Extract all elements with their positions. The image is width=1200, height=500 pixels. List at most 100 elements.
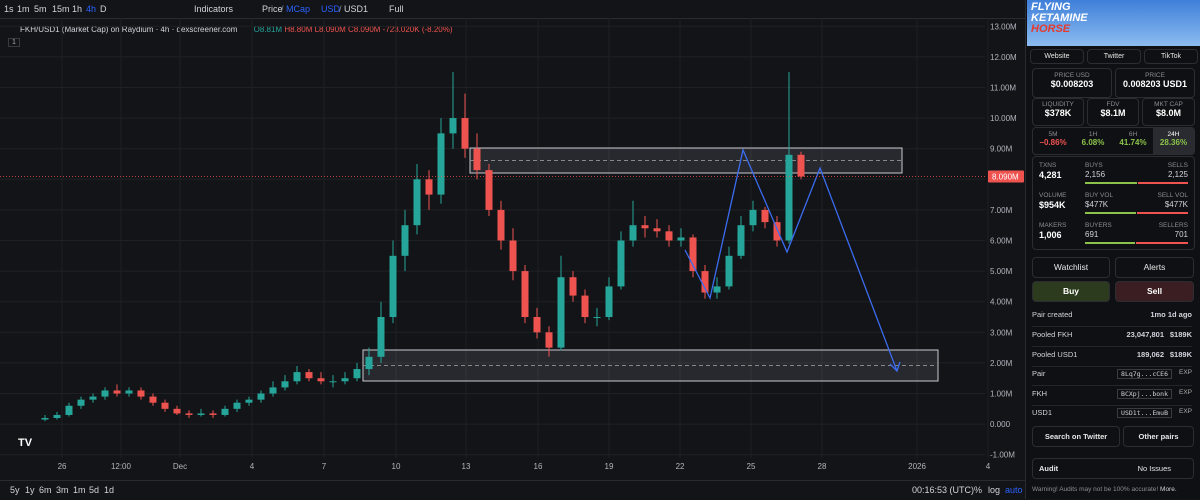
value: $477K: [1085, 200, 1109, 209]
tf[interactable]: 5M −0.86%: [1033, 128, 1073, 154]
ratio-bar: [1085, 212, 1136, 214]
y-tick-label: 9.00M: [990, 145, 1013, 154]
range[interactable]: 6m: [39, 485, 52, 495]
legend-close: C8.090M: [347, 25, 381, 34]
mcap-toggle[interactable]: MCap: [286, 4, 311, 14]
tf[interactable]: 1H 6.08%: [1073, 128, 1113, 154]
alerts-button[interactable]: Alerts: [1115, 257, 1194, 278]
ratio-bar: [1136, 242, 1188, 244]
interval[interactable]: 1m: [17, 4, 30, 14]
candle-body: [617, 240, 625, 287]
sell-button[interactable]: Sell: [1115, 281, 1194, 302]
interval[interactable]: D: [100, 4, 107, 14]
candle-body: [233, 402, 241, 409]
y-tick-label: 6.00M: [990, 237, 1013, 246]
label: TXNS: [1039, 162, 1057, 169]
usd1-toggle[interactable]: USD1: [344, 4, 369, 14]
interval-active[interactable]: 4h: [86, 4, 97, 14]
tf[interactable]: 6H 41.74%: [1113, 128, 1153, 154]
interval[interactable]: 1h: [72, 4, 83, 14]
tf-label: 5M: [1048, 131, 1058, 138]
value: 701: [1174, 230, 1188, 239]
twitter-link[interactable]: Twitter: [1087, 49, 1141, 64]
legend-low: L8.090M: [314, 25, 346, 34]
website-link[interactable]: Website: [1030, 49, 1084, 64]
interval[interactable]: 15m: [52, 4, 70, 14]
range[interactable]: 3m: [56, 485, 69, 495]
x-tick-label: 4: [250, 462, 255, 471]
candle-body: [365, 356, 373, 370]
projection-arrow: [889, 361, 901, 373]
chart: TV 13.00M12.00M11.00M10.00M9.00M8.00M7.0…: [0, 18, 1024, 471]
range[interactable]: 1d: [104, 485, 115, 495]
candle-body: [101, 390, 109, 397]
explorer-link[interactable]: EXP: [1178, 389, 1192, 396]
search-twitter-button[interactable]: Search on Twitter: [1032, 426, 1120, 447]
fullscreen-button[interactable]: Full: [389, 4, 404, 14]
candle-body: [701, 271, 709, 293]
log-toggle[interactable]: log: [988, 485, 1001, 495]
y-tick-label: 11.00M: [990, 83, 1016, 92]
value: $378K: [1044, 108, 1072, 118]
label: BUYS: [1085, 162, 1103, 169]
usd-toggle[interactable]: USD: [321, 4, 341, 14]
candle-body: [749, 209, 757, 226]
percent-toggle[interactable]: %: [974, 485, 983, 495]
address[interactable]: USD1t...EmuB: [1117, 408, 1172, 418]
banner-line: KETAMINE: [1031, 12, 1088, 24]
candle-body: [485, 170, 493, 210]
price-toggle[interactable]: Price: [262, 4, 283, 14]
buy-button[interactable]: Buy: [1032, 281, 1110, 302]
candle-body: [581, 295, 589, 318]
candle-body: [353, 369, 361, 379]
value: $954K: [1039, 200, 1066, 210]
tf-change: 28.36%: [1159, 138, 1188, 147]
tiktok-link[interactable]: TikTok: [1144, 49, 1198, 64]
explorer-link[interactable]: EXP: [1178, 369, 1192, 376]
range[interactable]: 5y: [10, 485, 20, 495]
address[interactable]: 8Lq7g...cCE6: [1117, 369, 1172, 379]
range[interactable]: 1m: [73, 485, 86, 495]
info-label: Pair created: [1032, 310, 1073, 319]
legend-change: -723.020K (-8.20%): [382, 25, 453, 34]
label: VOLUME: [1039, 192, 1067, 199]
candle-body: [725, 255, 733, 287]
range[interactable]: 1y: [25, 485, 35, 495]
y-tick-label: 12.00M: [990, 53, 1017, 62]
candle-body: [629, 225, 637, 241]
value: $8.1M: [1100, 108, 1126, 118]
audit-row[interactable]: Audit No Issues: [1032, 458, 1194, 479]
indicator-count[interactable]: 1: [8, 38, 20, 47]
x-tick-label: 26: [58, 462, 67, 471]
auto-toggle[interactable]: auto: [1005, 485, 1023, 495]
candle-body: [65, 405, 73, 415]
candle-body: [425, 179, 433, 195]
label: PRICE: [1145, 72, 1165, 79]
watchlist-button[interactable]: Watchlist: [1032, 257, 1110, 278]
value: 1,006: [1039, 230, 1062, 240]
other-pairs-button[interactable]: Other pairs: [1123, 426, 1194, 447]
y-tick-label: 5.00M: [990, 267, 1013, 276]
audit-status: No Issues: [1137, 464, 1171, 473]
banner-line: FLYING: [1031, 1, 1071, 13]
y-tick-label: 7.00M: [990, 206, 1013, 215]
label: SELLS: [1167, 162, 1188, 169]
info-label: FKH: [1032, 389, 1047, 398]
address[interactable]: BCXpj...bonk: [1117, 389, 1172, 399]
candle-body: [773, 222, 781, 241]
range[interactable]: 5d: [89, 485, 100, 495]
more-link[interactable]: More.: [1160, 486, 1177, 493]
interval[interactable]: 5m: [34, 4, 47, 14]
indicators-button[interactable]: Indicators: [194, 4, 234, 14]
legend: FKH/USD1 (Market Cap) on Raydium · 4h · …: [20, 25, 453, 34]
candle-body: [521, 271, 529, 318]
interval[interactable]: 1s: [4, 4, 14, 14]
x-tick-label: 2026: [908, 462, 926, 471]
explorer-link[interactable]: EXP: [1178, 408, 1192, 415]
y-tick-label: 1.00M: [990, 390, 1013, 399]
candle-body: [269, 387, 277, 394]
candle-body: [245, 399, 253, 403]
tf-active[interactable]: 24H 28.36%: [1153, 128, 1194, 154]
